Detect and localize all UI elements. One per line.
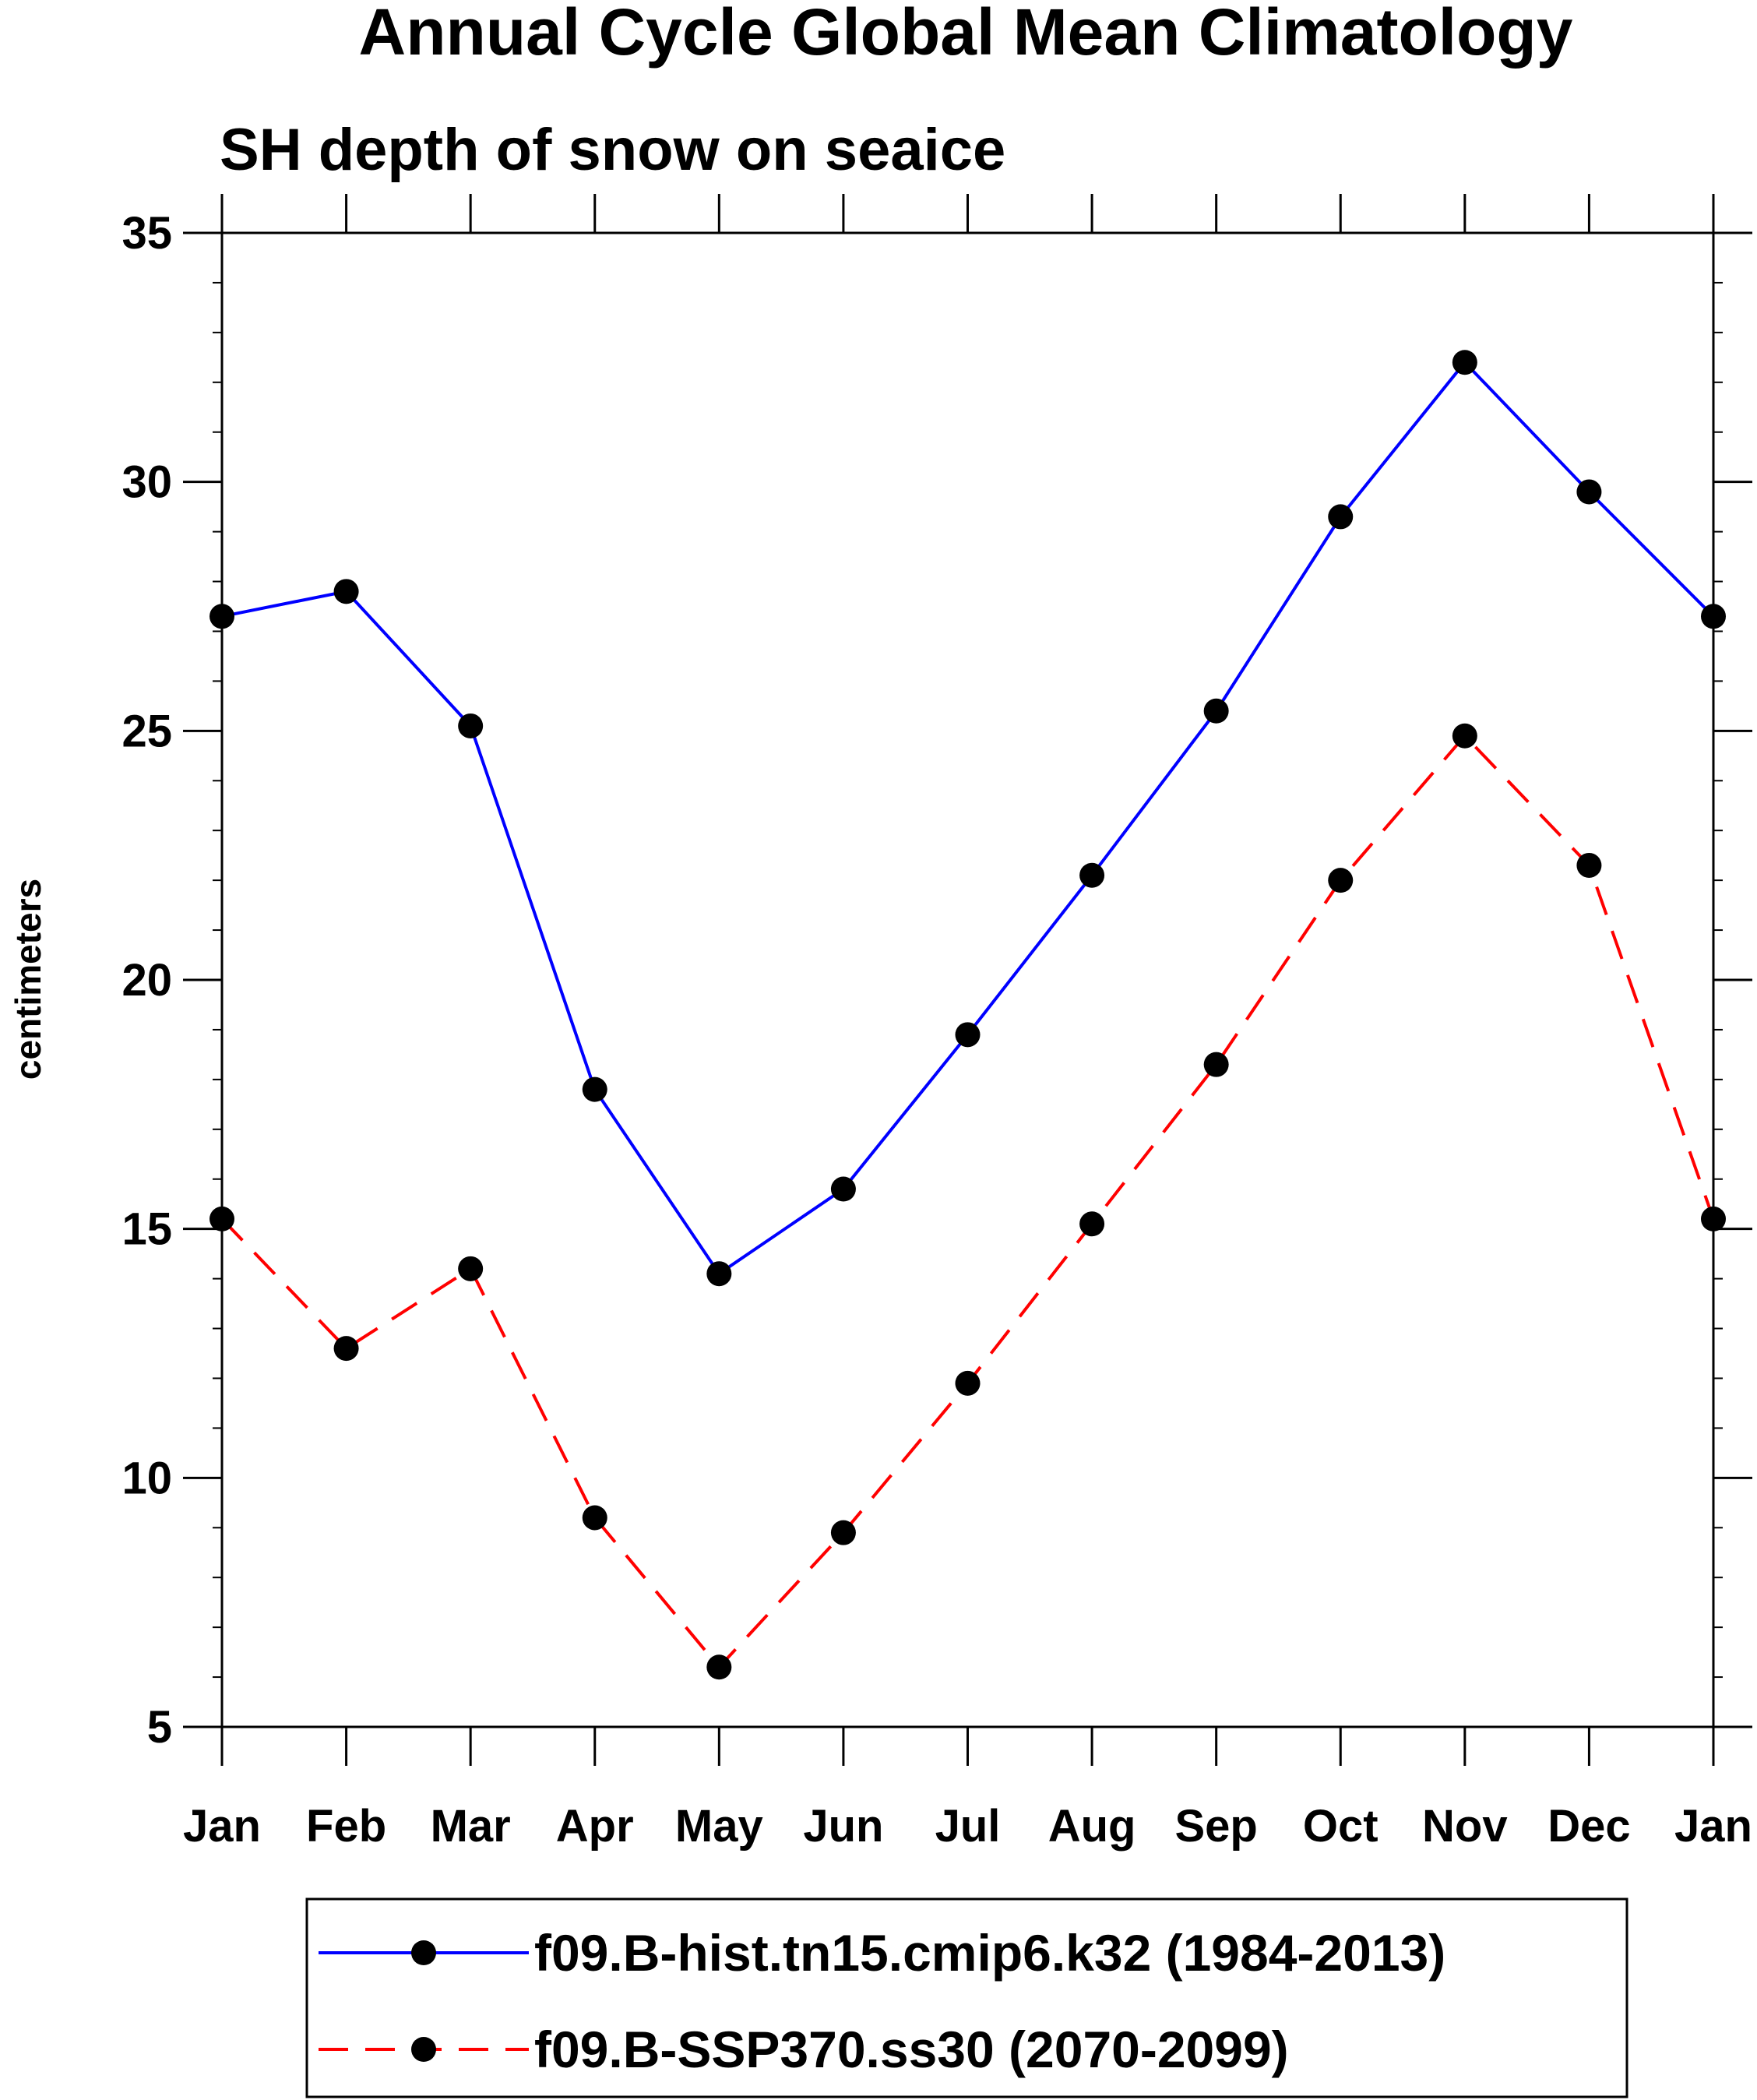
series-1-point (1079, 862, 1105, 888)
series-2-point (955, 1370, 981, 1396)
series-1-point (210, 604, 234, 629)
series-2-point (333, 1336, 359, 1362)
x-tick-label: Jan (183, 1801, 261, 1852)
x-tick-label: May (675, 1801, 763, 1852)
series-1-point (1328, 504, 1354, 530)
legend-marker-2 (411, 2037, 436, 2062)
x-tick-label: Dec (1547, 1801, 1630, 1852)
y-tick-label: 10 (121, 1453, 172, 1503)
series-2-point (1328, 868, 1354, 893)
series-2-point (1203, 1052, 1229, 1077)
series-2-point (830, 1520, 856, 1545)
y-tick-label: 30 (121, 457, 172, 508)
series-1-point (333, 579, 359, 604)
series-1-point (955, 1022, 981, 1048)
y-tick-label: 25 (121, 706, 172, 756)
series-2-point (458, 1256, 484, 1281)
series-2-line (220, 733, 1715, 1670)
x-tick-label: Jan (1674, 1801, 1752, 1852)
chart-subtitle: SH depth of snow on seaice (220, 117, 1005, 183)
x-tick-label: Mar (431, 1801, 511, 1852)
series-2-point (1079, 1211, 1105, 1237)
legend-label-1: f09.B-hist.tn15.cmip6.k32 (1984-2013) (534, 1924, 1445, 1982)
x-tick-label: Aug (1048, 1801, 1136, 1852)
y-axis-label: centimeters (8, 879, 48, 1080)
y-tick-label: 35 (121, 208, 172, 259)
y-tick-label: 20 (121, 955, 172, 1006)
series-1-point (1701, 604, 1726, 629)
chart-title: Annual Cycle Global Mean Climatology (359, 0, 1573, 69)
series-1-point (1203, 698, 1229, 724)
series-1-point (582, 1076, 607, 1102)
series-1-point (458, 713, 484, 738)
series-2-point (210, 1206, 234, 1231)
legend: f09.B-hist.tn15.cmip6.k32 (1984-2013) f09… (305, 1897, 1628, 2098)
series-1-point (1576, 479, 1602, 505)
series-2-point (582, 1505, 607, 1531)
series-2-point (706, 1654, 732, 1680)
series-1-point (830, 1176, 856, 1202)
plot-area: 5 10 15 20 25 30 35 Jan Feb Mar Apr May Jun Jul Aug Sep… (121, 194, 1752, 1852)
x-tick-label: Apr (556, 1801, 634, 1852)
y-tick-label: 5 (147, 1702, 172, 1753)
series-2-point (1452, 723, 1477, 749)
series-2-point (1701, 1206, 1726, 1231)
x-tick-label: Nov (1422, 1801, 1508, 1852)
series-1-line (221, 360, 1715, 1276)
legend-box (305, 1897, 1628, 2098)
y-tick-label: 15 (121, 1204, 172, 1255)
series-1-point (1452, 350, 1477, 375)
series-2-point (1576, 852, 1602, 878)
x-tick-label: Jul (935, 1801, 1001, 1852)
legend-label-2: f09.B-SSP370.ss30 (2070-2099) (534, 2021, 1289, 2078)
x-tick-label: Oct (1303, 1801, 1378, 1852)
x-tick-label: Feb (306, 1801, 386, 1852)
x-tick-label: Jun (803, 1801, 883, 1852)
legend-marker-1 (411, 1940, 436, 1965)
series-1-point (706, 1261, 732, 1287)
x-tick-label: Sep (1174, 1801, 1257, 1852)
plot-frame (220, 231, 1715, 1728)
